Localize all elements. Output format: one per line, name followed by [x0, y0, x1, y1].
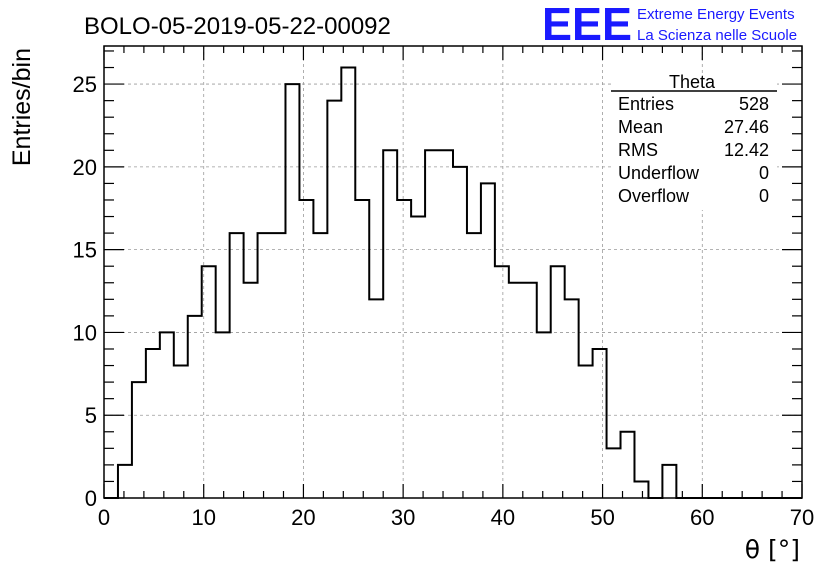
run-id-title: BOLO-05-2019-05-22-00092: [84, 13, 391, 40]
stats-row-value: 0: [759, 186, 769, 206]
x-tick-label: 20: [291, 505, 315, 530]
y-tick-label: 25: [73, 72, 97, 97]
stats-row-value: 0: [759, 163, 769, 183]
y-tick-label: 15: [73, 238, 97, 263]
histogram-bin: [509, 283, 523, 498]
x-axis-label: θ [°]: [745, 535, 800, 564]
histogram-bin: [495, 266, 509, 498]
y-axis-label: Entries/bin: [8, 48, 36, 166]
histogram-bin: [593, 349, 607, 498]
histogram-bin: [230, 233, 244, 498]
histogram-bin: [313, 233, 327, 498]
histogram-bin: [258, 233, 272, 498]
histogram-bin: [341, 68, 355, 498]
histogram-bin: [607, 448, 621, 498]
y-tick-label: 10: [73, 320, 97, 345]
stats-box: Theta Entries 528 Mean 27.46 RMS 12.42 Underfl…: [611, 72, 777, 210]
histogram-bin: [481, 183, 495, 498]
histogram-bin: [411, 217, 425, 498]
histogram-step-line: [104, 66, 802, 499]
x-tick-label: 40: [491, 505, 515, 530]
stats-row-value: 12.42: [724, 140, 769, 160]
histogram-bin: [369, 299, 383, 498]
histogram-bin: [132, 382, 146, 498]
histogram-bin: [579, 366, 593, 498]
stats-row-label: Underflow: [618, 163, 700, 183]
histogram-bin: [285, 84, 299, 498]
stats-row-label: RMS: [618, 140, 658, 160]
y-tick-label: 20: [73, 155, 97, 180]
histogram-bin: [662, 465, 676, 498]
y-tick-label: 5: [85, 403, 97, 428]
histogram-bin: [523, 283, 537, 498]
x-tick-label: 70: [790, 505, 814, 530]
x-tick-label: 0: [98, 505, 110, 530]
histogram-bin: [551, 266, 565, 498]
histogram-bin: [621, 432, 635, 498]
histogram-bin: [118, 465, 132, 498]
eee-logo-line1: Extreme Energy Events: [637, 6, 795, 23]
stats-row-label: Overflow: [618, 186, 690, 206]
plot-frame: [103, 45, 803, 499]
x-tick-labels: 0 10 20 30 40 50 60 70: [98, 505, 814, 530]
histogram-bin: [425, 150, 439, 498]
histogram-bin: [244, 283, 258, 498]
eee-logo-letters: EEE: [542, 0, 632, 50]
histogram-bin: [327, 101, 341, 498]
stats-box-title: Theta: [669, 72, 716, 92]
histogram-bin: [439, 150, 453, 498]
histogram-bin: [174, 366, 188, 498]
histogram-bin: [634, 481, 648, 498]
histogram-bin: [272, 233, 286, 498]
x-tick-label: 30: [391, 505, 415, 530]
x-tick-label: 10: [191, 505, 215, 530]
histogram-bin: [216, 332, 230, 498]
histogram-bin: [299, 200, 313, 498]
x-tick-label: 50: [590, 505, 614, 530]
stats-row-label: Entries: [618, 94, 674, 114]
histogram-bin: [188, 316, 202, 498]
stats-box-bg: [611, 74, 777, 210]
x-tick-label: 60: [690, 505, 714, 530]
histogram-bin: [565, 299, 579, 498]
histogram-bin: [397, 200, 411, 498]
y-tick-labels: 0 5 10 15 20 25: [73, 72, 97, 511]
histogram-bin: [467, 233, 481, 498]
y-tick-label: 0: [85, 486, 97, 511]
eee-logo: EEE Extreme Energy Events La Scienza nel…: [542, 0, 797, 50]
stats-row-value: 528: [739, 94, 769, 114]
eee-logo-line2: La Scienza nelle Scuole: [637, 27, 797, 44]
stats-row-value: 27.46: [724, 117, 769, 137]
stats-row-label: Mean: [618, 117, 663, 137]
axis-ticks: [103, 46, 803, 499]
histogram-bin: [355, 200, 369, 498]
histogram-bin: [383, 150, 397, 498]
histogram-bin: [146, 349, 160, 498]
